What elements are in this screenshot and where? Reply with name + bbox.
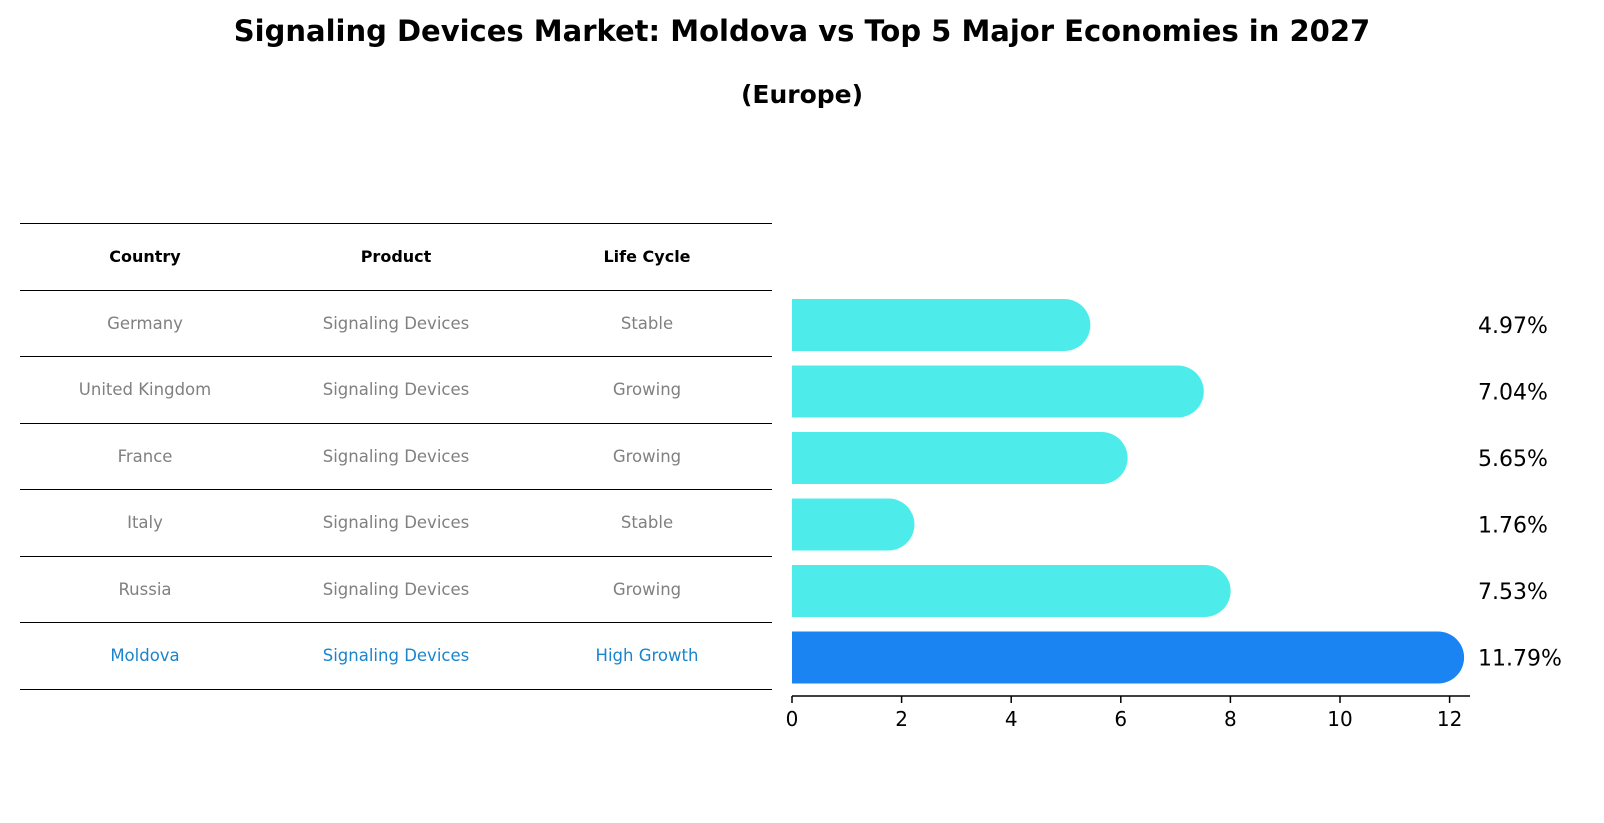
cell-life-cycle: High Growth bbox=[522, 622, 772, 690]
table-row: United Kingdom Signaling Devices Growing bbox=[20, 356, 772, 424]
x-tick-label: 10 bbox=[1327, 707, 1352, 731]
bar-united-kingdom bbox=[792, 365, 1204, 418]
data-label: 1.76% bbox=[1478, 514, 1548, 539]
table-row: Russia Signaling Devices Growing bbox=[20, 555, 772, 623]
bar-germany bbox=[792, 299, 1091, 351]
data-label: 11.79% bbox=[1478, 647, 1562, 672]
cell-country: Italy bbox=[20, 489, 270, 557]
cell-product: Signaling Devices bbox=[270, 489, 522, 557]
bar-italy bbox=[792, 498, 915, 551]
chart-title: Signaling Devices Market: Moldova vs Top… bbox=[233, 14, 1371, 48]
cell-life-cycle: Growing bbox=[522, 422, 772, 490]
table-row-highlight: Moldova Signaling Devices High Growth bbox=[20, 622, 772, 690]
table-header-row: Country Product Life Cycle bbox=[20, 223, 772, 291]
x-tick-label: 6 bbox=[1114, 707, 1127, 731]
x-tick-label: 0 bbox=[786, 707, 799, 731]
data-label: 5.65% bbox=[1478, 447, 1548, 472]
header-product: Product bbox=[270, 223, 522, 291]
data-label: 7.04% bbox=[1478, 381, 1548, 406]
cell-life-cycle: Stable bbox=[522, 489, 772, 557]
chart-subtitle: (Europe) bbox=[740, 80, 864, 109]
bar-france bbox=[792, 432, 1128, 484]
cell-country: Russia bbox=[20, 555, 270, 623]
header-life-cycle: Life Cycle bbox=[522, 223, 772, 291]
cell-country: United Kingdom bbox=[20, 356, 270, 424]
market-table: Country Product Life Cycle Germany Signa… bbox=[20, 223, 772, 690]
cell-life-cycle: Growing bbox=[522, 356, 772, 424]
x-tick-label: 2 bbox=[895, 707, 908, 731]
data-label: 7.53% bbox=[1478, 580, 1548, 605]
cell-product: Signaling Devices bbox=[270, 622, 522, 690]
cell-product: Signaling Devices bbox=[270, 422, 522, 490]
cell-product: Signaling Devices bbox=[270, 289, 522, 357]
x-tick-label: 4 bbox=[1005, 707, 1018, 731]
cell-country: Moldova bbox=[20, 622, 270, 690]
bar-moldova bbox=[792, 631, 1465, 684]
cell-country: France bbox=[20, 422, 270, 490]
cell-life-cycle: Stable bbox=[522, 289, 772, 357]
cell-product: Signaling Devices bbox=[270, 356, 522, 424]
table-row: Germany Signaling Devices Stable bbox=[20, 289, 772, 357]
table-row: Italy Signaling Devices Stable bbox=[20, 489, 772, 557]
x-tick-label: 12 bbox=[1437, 707, 1462, 731]
table-row: France Signaling Devices Growing bbox=[20, 422, 772, 490]
data-label: 4.97% bbox=[1478, 314, 1548, 339]
bar-russia bbox=[792, 565, 1231, 617]
header-country: Country bbox=[20, 223, 270, 291]
x-tick-label: 8 bbox=[1224, 707, 1237, 731]
cell-country: Germany bbox=[20, 289, 270, 357]
cell-life-cycle: Growing bbox=[522, 555, 772, 623]
